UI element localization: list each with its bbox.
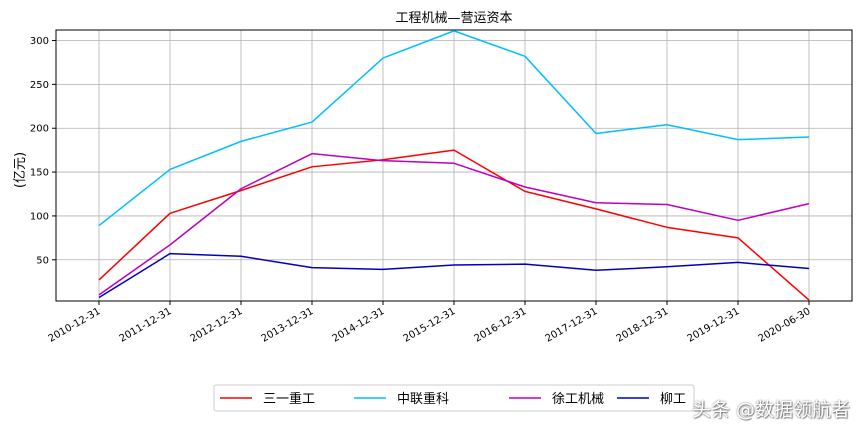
y-tick-label: 200: [30, 124, 49, 135]
x-tick-label: 2010-12-31: [47, 306, 103, 345]
series-line: [98, 152, 810, 296]
x-tick-label: 2014-12-31: [331, 306, 387, 345]
y-tick-label: 250: [30, 80, 49, 91]
legend-label: 三一重工: [263, 391, 315, 407]
watermark: 头条 @数据领航者: [691, 399, 850, 421]
series-line: [98, 252, 810, 299]
x-tick-label: 2017-12-31: [544, 306, 600, 345]
legend-label: 中联重科: [397, 391, 449, 407]
legend-label: 柳工: [660, 392, 686, 407]
y-axis-label: (亿元): [13, 152, 28, 188]
axes: 2010-12-31 2011-12-31 2012-12-31 2013-12-31…: [30, 36, 813, 345]
grid: [56, 30, 852, 301]
x-tick-label: 2019-12-31: [686, 306, 742, 345]
x-tick-label: 2016-12-31: [473, 306, 529, 345]
series-line: [98, 30, 810, 227]
x-tick-label: 2013-12-31: [260, 306, 316, 345]
legend-items: 三一重工 中联重科 徐工机械 柳工: [220, 391, 686, 407]
y-tick-label: 300: [30, 36, 49, 47]
x-tick-label: 2015-12-31: [402, 306, 458, 345]
x-tick-label: 2018-12-31: [615, 306, 671, 345]
legend-label: 徐工机械: [552, 392, 604, 407]
series-lines: [98, 30, 810, 301]
chart-title: 工程机械—营运资本: [395, 11, 512, 26]
x-tick-label: 2011-12-31: [118, 306, 174, 345]
y-tick-label: 150: [30, 168, 49, 179]
x-tick-label: 2012-12-31: [189, 306, 245, 345]
y-tick-label: 50: [36, 255, 49, 266]
x-tick-label: 2020-06-30: [757, 306, 813, 345]
y-tick-label: 100: [30, 211, 49, 222]
series-line: [98, 149, 810, 301]
legend-box: [213, 384, 695, 412]
legend: 三一重工 中联重科 徐工机械 柳工: [213, 384, 695, 412]
